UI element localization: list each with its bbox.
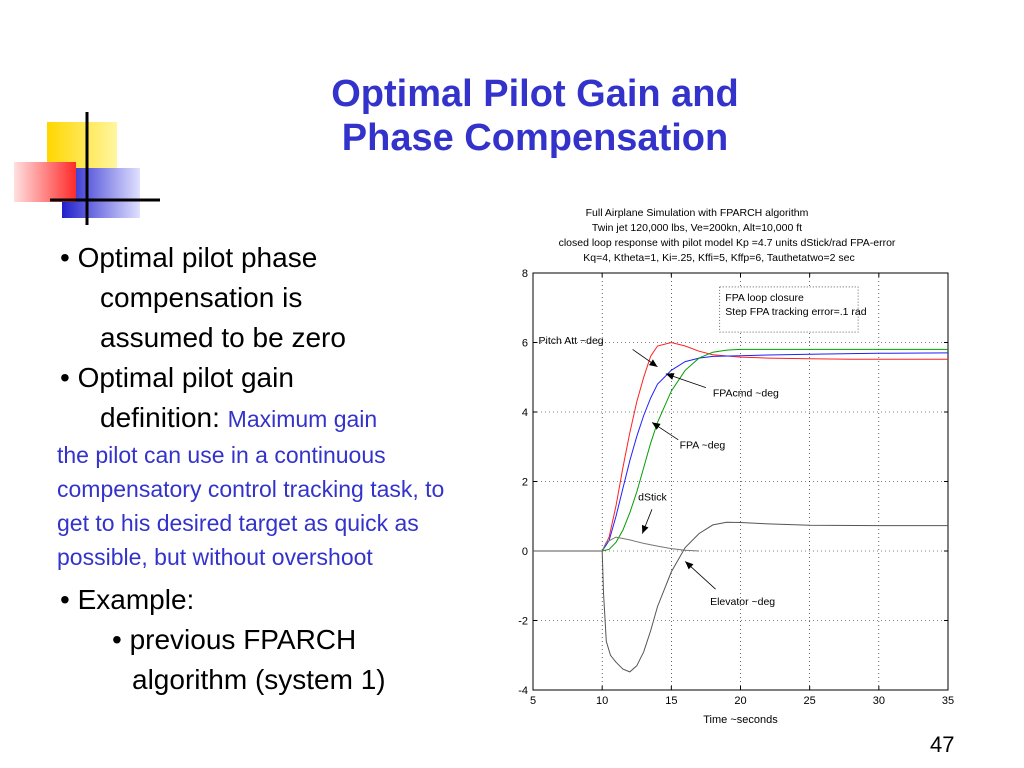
page-number: 47 [930, 732, 955, 757]
y-tick-label: 8 [522, 268, 528, 280]
definition-text-body: the pilot can use in a continuous compen… [57, 442, 445, 570]
title-line-2: Phase Compensation [341, 117, 729, 159]
y-tick-label: 6 [522, 338, 528, 350]
x-tick-label: 35 [942, 695, 954, 707]
annotation-arrow-head [651, 422, 661, 430]
series-line-fpa [533, 348, 948, 552]
annotation-label-4: dStick [638, 492, 667, 504]
annotation-arrow-head [641, 524, 649, 534]
chart-title-line-4: Kq=4, Ktheta=1, Ki=.25, Kffi=5, Kffp=6, … [583, 252, 854, 264]
axis-ticks: 5 10 15 20 25 30 35 -4 -2 0 2 4 6 8 [518, 268, 954, 707]
x-axis-label: Time ~seconds [703, 714, 778, 726]
bullet-2-line-2: definition: Maximum gain [60, 398, 480, 438]
legend-line-2: Step FPA tracking error=.1 rad [725, 306, 866, 318]
x-tick-label: 15 [665, 695, 677, 707]
title-line-1: Optimal Pilot Gain and [331, 73, 739, 115]
sub-bullet-line-1: • previous FPARCH [112, 624, 357, 655]
series-line-dstick [533, 536, 700, 552]
annotation-arrow-head [685, 561, 694, 570]
annotation-label-1: Pitch Att ~deg [539, 335, 604, 347]
legend-box: FPA loop closure Step FPA tracking error=… [719, 286, 867, 333]
slide-title: Optimal Pilot Gain and Phase Compensatio… [230, 72, 840, 160]
chart-title: Full Airplane Simulation with FPARCH alg… [559, 207, 896, 264]
y-tick-label: -4 [518, 685, 528, 697]
annotation-label-3: FPA ~deg [680, 439, 726, 451]
decorative-logo [14, 112, 160, 225]
annotation-arrow-head [648, 359, 658, 367]
x-tick-label: 10 [596, 695, 608, 707]
chart-grid [533, 273, 948, 690]
legend-frame [719, 286, 859, 333]
series-line-elevator [533, 521, 948, 673]
y-tick-label: 2 [522, 477, 528, 489]
series-line-fpacmd [533, 352, 949, 552]
bullet-3: • Example: [60, 584, 195, 615]
legend-line-1: FPA loop closure [725, 292, 804, 304]
chart-title-line-2: Twin jet 120,000 lbs, Ve=200kn, Alt=10,0… [592, 222, 802, 234]
definition-text-inline: Maximum gain [227, 406, 378, 432]
y-tick-label: 0 [522, 546, 528, 558]
bullet-list: • Optimal pilot phase compensation is as… [57, 238, 480, 700]
bullet-2-line-1: • Optimal pilot gain [60, 362, 294, 393]
series-line-pitch-att [533, 341, 948, 552]
bullet-1-line-1: • Optimal pilot phase [60, 242, 318, 273]
chart-title-line-1: Full Airplane Simulation with FPARCH alg… [586, 207, 809, 219]
chart-series [533, 341, 949, 673]
y-tick-label: -2 [518, 616, 528, 628]
annotation-arrow-head [665, 373, 675, 380]
annotation-label-5: Elevator ~deg [710, 596, 775, 608]
annotation-label-2: FPAcmd ~deg [713, 387, 779, 399]
x-tick-label: 5 [530, 695, 536, 707]
x-tick-label: 25 [804, 695, 816, 707]
x-tick-label: 20 [734, 695, 746, 707]
bullet-1-line-3: assumed to be zero [100, 322, 346, 353]
response-chart: Full Airplane Simulation with FPARCH alg… [518, 207, 954, 726]
bullet-1-line-2: compensation is [100, 282, 303, 313]
sub-bullet-line-2: algorithm (system 1) [132, 664, 386, 695]
definition-label: definition: [100, 402, 220, 433]
y-tick-label: 4 [522, 407, 528, 419]
x-tick-label: 30 [873, 695, 885, 707]
chart-annotations: Pitch Att ~deg FPAcmd ~deg FPA ~deg dStick E… [539, 335, 780, 608]
chart-title-line-3: closed loop response with pilot model Kp… [559, 237, 896, 249]
